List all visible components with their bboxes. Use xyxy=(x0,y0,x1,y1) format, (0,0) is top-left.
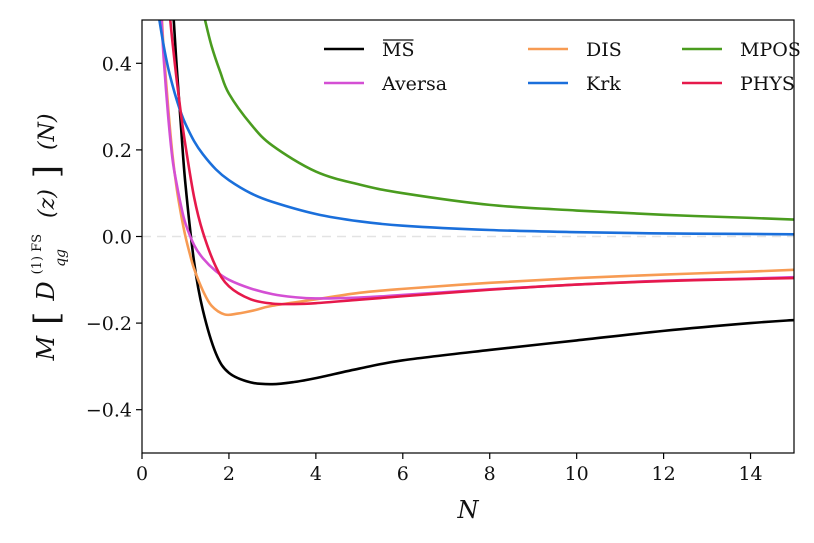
legend-label: MPOS xyxy=(740,39,801,61)
x-tick-label: 12 xyxy=(652,463,676,485)
y-axis: −0.4 −0.2 0.0 0.2 0.4 xyxy=(86,53,142,422)
y-tick-label: 0.4 xyxy=(102,53,132,75)
series-line-phys xyxy=(168,20,794,306)
legend-label: Krk xyxy=(586,73,621,95)
legend-item-krk: Krk xyxy=(528,73,621,95)
x-tick-label: 14 xyxy=(738,463,762,485)
x-tick-label: 0 xyxy=(136,463,148,485)
y-tick-label: −0.2 xyxy=(86,313,132,335)
y-label-close-bracket: ] xyxy=(27,165,67,178)
legend-item-mpos: MPOS xyxy=(682,39,801,61)
legend-label: MS xyxy=(382,39,414,61)
x-axis-label: N xyxy=(457,496,480,524)
y-label-prefix: M xyxy=(32,334,60,361)
legend: MS DIS MPOS Aversa Krk PHYS xyxy=(324,39,801,95)
y-label-superscript: (1) FS xyxy=(30,234,45,274)
y-tick-label: 0.2 xyxy=(102,140,132,162)
y-tick-label: −0.4 xyxy=(86,400,132,422)
svg-text:M [ D (1) FS: M [ D (1) FS qg (z) ] (N) xyxy=(22,114,71,362)
y-axis-label: M [ D (1) FS qg (z) ] (N) xyxy=(22,114,71,362)
x-tick-label: 6 xyxy=(397,463,409,485)
y-label-argument: (z) xyxy=(35,189,60,218)
legend-item-ms: MS xyxy=(324,39,414,61)
y-label-open-bracket: [ xyxy=(27,312,67,325)
series-group xyxy=(158,20,794,386)
x-tick-label: 2 xyxy=(223,463,235,485)
y-tick-label: 0.0 xyxy=(102,227,132,249)
x-axis: 0 2 4 6 8 10 12 14 xyxy=(136,453,763,485)
series-line-mpos xyxy=(203,20,794,221)
y-label-suffix: (N) xyxy=(35,114,60,150)
legend-label: PHYS xyxy=(740,73,795,95)
legend-item-aversa: Aversa xyxy=(324,73,447,95)
y-label-subscript: qg xyxy=(53,249,69,267)
legend-item-dis: DIS xyxy=(528,39,622,61)
y-label-func: D xyxy=(32,281,60,301)
x-tick-label: 8 xyxy=(484,463,496,485)
legend-item-phys: PHYS xyxy=(682,73,795,95)
series-line-krk xyxy=(158,20,794,236)
x-tick-label: 10 xyxy=(565,463,589,485)
legend-label: Aversa xyxy=(381,73,447,95)
legend-label: DIS xyxy=(586,39,622,61)
series-line-ms xyxy=(172,20,794,386)
x-tick-label: 4 xyxy=(310,463,322,485)
